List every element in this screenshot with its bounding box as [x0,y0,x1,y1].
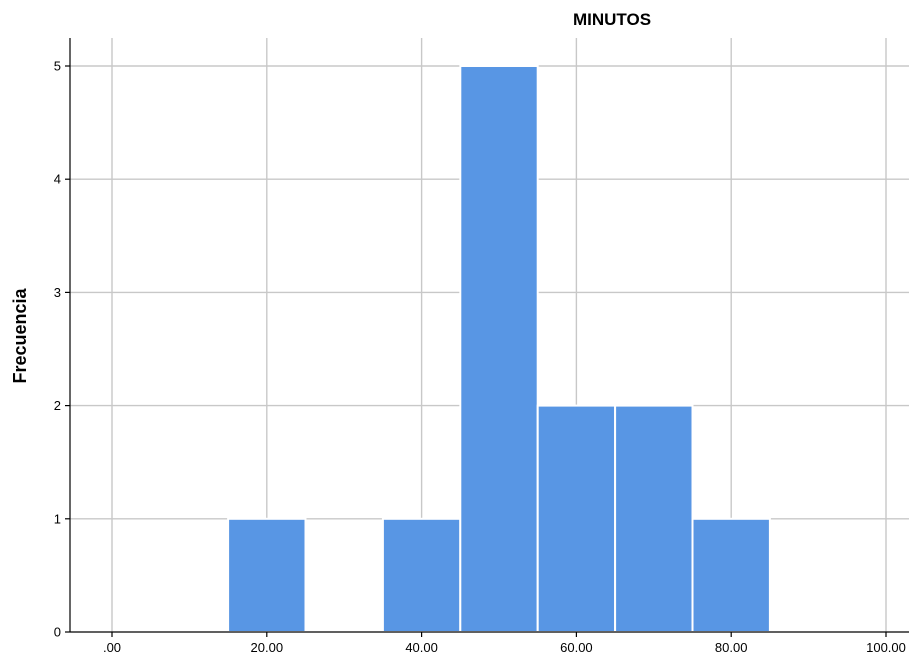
x-tick-label-3: 60.00 [560,640,593,655]
histogram-bar-0 [227,517,307,633]
y-tick-label-2: 2 [54,398,61,413]
axes [65,38,909,637]
y-tick-label-0: 0 [54,625,61,640]
histogram-bar-2 [459,65,539,633]
y-tick-label-5: 5 [54,59,61,74]
histogram-bar-4 [614,404,694,633]
y-tick-label-4: 4 [54,172,61,187]
x-tick-label-4: 80.00 [715,640,748,655]
x-tick-label-1: 20.00 [251,640,284,655]
tick-labels: 0 1 2 3 4 5 .00 20.00 40.00 60.00 80.00 100.00 [54,59,906,656]
x-tick-label-0: .00 [103,640,121,655]
y-axis-label: Frecuencia [10,287,30,383]
y-tick-label-3: 3 [54,285,61,300]
histogram-bar-3 [536,404,617,633]
y-tick-label-1: 1 [54,511,61,526]
bars [227,65,771,633]
x-tick-label-2: 40.00 [405,640,438,655]
chart-title: MINUTOS [573,10,651,29]
histogram-bar-5 [691,517,771,633]
x-tick-label-5: 100.00 [866,640,906,655]
histogram-bar-1 [381,517,462,633]
